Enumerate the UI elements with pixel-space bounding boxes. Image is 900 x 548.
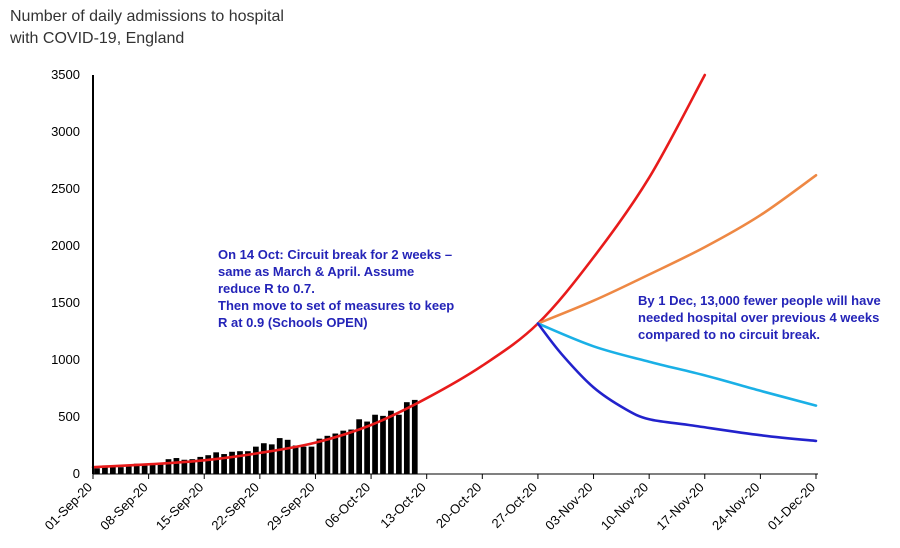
annotation-circuit-break: On 14 Oct: Circuit break for 2 weeks – s…	[218, 247, 455, 330]
bar-12	[189, 459, 196, 474]
bar-23	[276, 438, 283, 474]
chart-title: Number of daily admissions to hospital w…	[10, 8, 284, 47]
x-axis-ticks	[92, 474, 817, 479]
bar-21	[260, 443, 267, 474]
x-tick-label-2: 15-Sep-20	[153, 480, 207, 534]
bar-36	[380, 415, 386, 474]
y-tick-label-3: 1500	[51, 295, 80, 310]
bar-31	[340, 430, 347, 474]
x-tick-label-13: 01-Dec-20	[765, 480, 819, 534]
y-tick-label-1: 500	[58, 409, 80, 424]
bar-13	[197, 456, 204, 474]
bar-6	[141, 464, 148, 474]
bar-33	[356, 419, 363, 474]
x-tick-label-8: 27-Oct-20	[489, 480, 540, 531]
x-tick-label-11: 17-Nov-20	[653, 480, 707, 534]
bar-25	[292, 445, 299, 474]
annotation-fewer-people: By 1 Dec, 13,000 fewer people will have …	[638, 293, 881, 342]
x-tick-label-3: 22-Sep-20	[208, 480, 262, 534]
bar-18	[237, 451, 243, 474]
bar-34	[364, 421, 370, 474]
bar-5	[133, 463, 140, 474]
bar-27	[308, 446, 315, 474]
bar-29	[324, 435, 331, 474]
line-series-3	[536, 322, 818, 443]
x-tick-label-4: 29-Sep-20	[264, 480, 318, 534]
bar-28	[316, 438, 323, 474]
line-series-2	[536, 322, 818, 407]
bar-11	[181, 459, 188, 474]
x-tick-label-9: 03-Nov-20	[542, 480, 596, 534]
bar-30	[332, 433, 339, 474]
bar-24	[284, 439, 291, 474]
bar-10	[173, 458, 180, 474]
y-tick-label-2: 1000	[51, 352, 80, 367]
x-tick-label-12: 24-Nov-20	[709, 480, 763, 534]
y-tick-label-5: 2500	[51, 181, 80, 196]
x-axis-labels: 01-Sep-20 08-Sep-20 15-Sep-20 22-Sep-20 29-S…	[42, 480, 819, 534]
x-tick-label-6: 13-Oct-20	[377, 480, 428, 531]
bar-40	[411, 399, 418, 474]
x-tick-label-0: 01-Sep-20	[42, 480, 96, 534]
line-series-1	[536, 174, 818, 325]
bar-20	[253, 446, 259, 474]
bar-38	[396, 414, 402, 474]
bar-3	[117, 467, 124, 474]
bar-22	[268, 444, 275, 474]
bar-series	[94, 399, 418, 474]
bar-19	[245, 451, 251, 474]
line-series-group	[91, 73, 818, 469]
bar-32	[348, 429, 355, 474]
bar-9	[165, 459, 172, 474]
bar-8	[157, 462, 164, 474]
bar-14	[205, 455, 212, 474]
bar-2	[110, 466, 116, 474]
bar-4	[125, 466, 132, 474]
bar-26	[300, 446, 307, 474]
x-tick-label-10: 10-Nov-20	[598, 480, 652, 534]
bar-37	[388, 410, 394, 474]
bar-15	[213, 452, 220, 474]
bar-35	[372, 414, 378, 474]
bar-16	[221, 454, 227, 474]
x-tick-label-7: 20-Oct-20	[433, 480, 484, 531]
x-tick-label-1: 08-Sep-20	[97, 480, 151, 534]
bar-39	[403, 402, 410, 474]
y-axis-labels: 0 500 1000 1500 2000 2500 3000 3500	[51, 67, 80, 481]
line-series-0	[91, 73, 707, 469]
bar-0	[94, 468, 100, 474]
bar-1	[102, 465, 108, 474]
y-tick-label-4: 2000	[51, 238, 80, 253]
bar-17	[229, 451, 235, 474]
bar-7	[149, 464, 156, 474]
y-tick-label-0: 0	[73, 466, 80, 481]
x-tick-label-5: 06-Oct-20	[322, 480, 373, 531]
y-tick-label-7: 3500	[51, 67, 80, 82]
y-tick-label-6: 3000	[51, 124, 80, 139]
